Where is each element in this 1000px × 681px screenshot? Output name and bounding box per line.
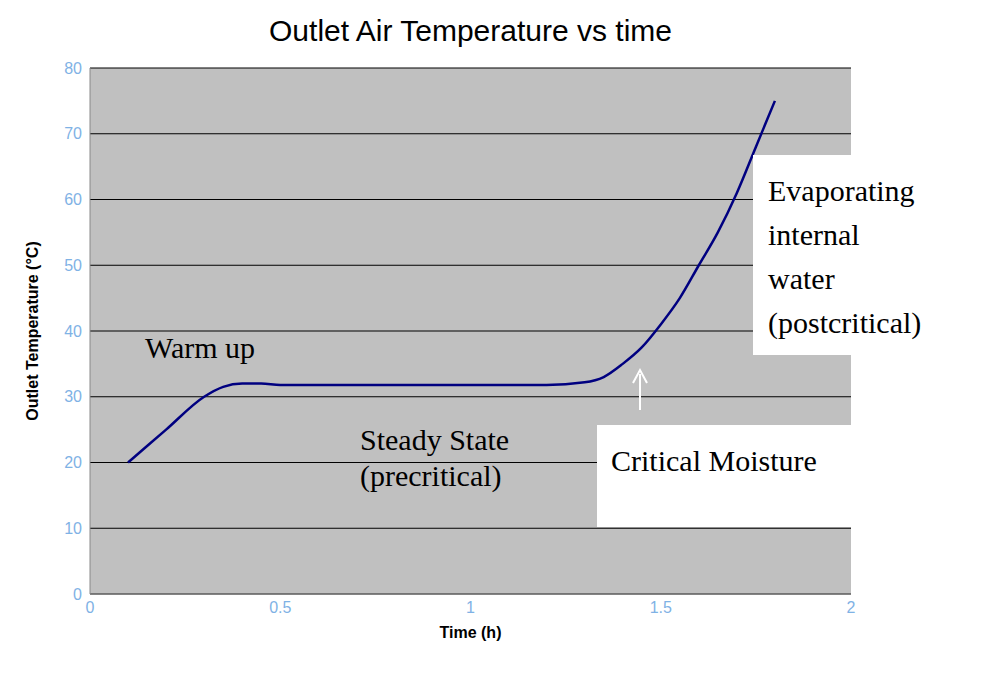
- svg-text:80: 80: [64, 60, 82, 77]
- html-text:Evaporating internal water (po: Evaporating internal water (postcritical…: [768, 174, 922, 339]
- svg-text:2: 2: [847, 599, 856, 616]
- svg-text:0: 0: [86, 599, 95, 616]
- html-text:Steady State (precritical): Steady State (precritical): [360, 423, 510, 492]
- html-text:Warm up: Warm up: [145, 331, 256, 364]
- svg-text:20: 20: [64, 454, 82, 471]
- svg-text:70: 70: [64, 125, 82, 142]
- svg-text:Time (h): Time (h): [440, 624, 502, 641]
- svg-text:1: 1: [466, 599, 475, 616]
- svg-text:50: 50: [64, 257, 82, 274]
- html-text:Outlet Air Temperature vs time: Outlet Air Temperature vs time: [269, 14, 672, 47]
- svg-text:10: 10: [64, 520, 82, 537]
- svg-text:0: 0: [73, 586, 82, 603]
- svg-text:60: 60: [64, 191, 82, 208]
- html-text:Critical Moisture: Critical Moisture: [611, 444, 817, 477]
- svg-text:40: 40: [64, 323, 82, 340]
- svg-text:Outlet Temperature (°C): Outlet Temperature (°C): [24, 241, 41, 420]
- svg-text:1.5: 1.5: [650, 599, 672, 616]
- svg-text:30: 30: [64, 388, 82, 405]
- svg-text:0.5: 0.5: [269, 599, 291, 616]
